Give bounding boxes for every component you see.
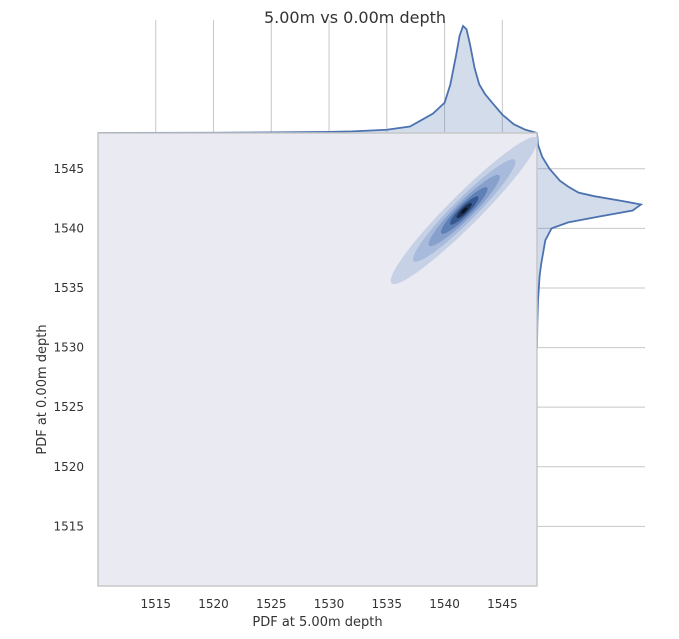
x-tick-label-1520: 1520	[198, 597, 229, 611]
x-axis-label: PDF at 5.00m depth	[252, 615, 382, 630]
top-marginal-panel	[97, 20, 538, 134]
kde-contour-level-7	[461, 207, 468, 214]
joint-kde-contours	[390, 136, 538, 285]
y-tick-label-1540: 1540	[53, 221, 84, 235]
x-tick-label-1540: 1540	[429, 597, 460, 611]
y-tick-label-1530: 1530	[53, 341, 84, 355]
top-marginal-grid	[155, 20, 503, 133]
y-tick-label-1520: 1520	[53, 460, 84, 474]
y-tick-label-1525: 1525	[53, 400, 84, 414]
right-marginal-density-fill	[537, 133, 641, 348]
x-tick-label-1530: 1530	[314, 597, 345, 611]
right-marginal-panel	[536, 132, 645, 527]
y-tick-label-1515: 1515	[53, 519, 84, 533]
right-marginal-density-line	[536, 132, 644, 348]
y-axis-label: PDF at 0.00m depth	[35, 324, 50, 454]
x-axis-ticks: 1515 1520 1525 1530 1535 1540 1545	[140, 597, 517, 611]
x-tick-label-1515: 1515	[140, 597, 171, 611]
chart-title: 5.00m vs 0.00m depth	[264, 8, 446, 27]
right-marginal-grid	[537, 168, 645, 527]
top-marginal-density-line	[97, 24, 538, 134]
y-axis-ticks: 1515 1520 1525 1530 1535 1540 1545	[53, 162, 84, 534]
y-tick-label-1545: 1545	[53, 162, 84, 176]
y-tick-label-1535: 1535	[53, 281, 84, 295]
x-tick-label-1525: 1525	[256, 597, 287, 611]
top-marginal-density-fill	[98, 26, 537, 133]
x-tick-label-1535: 1535	[372, 597, 403, 611]
x-tick-label-1545: 1545	[487, 597, 518, 611]
